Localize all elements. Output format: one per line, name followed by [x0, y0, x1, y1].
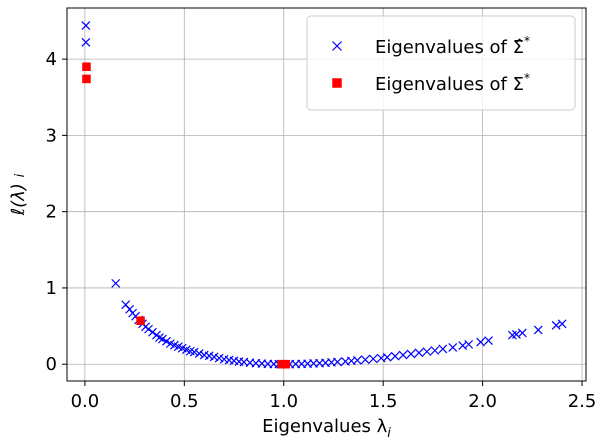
data-point-x-marker	[360, 355, 370, 365]
x-tick-label: 2.5	[568, 391, 597, 412]
y-tick-label: 2	[46, 202, 57, 223]
legend-entry-true-eigenvalues: Eigenvalues of Σ*	[375, 71, 530, 95]
data-point-x-marker	[406, 349, 416, 359]
y-tick-label: 0	[46, 354, 57, 375]
data-point-x-marker	[517, 328, 527, 338]
data-point-x-marker	[144, 324, 153, 334]
legend-entry-1-prefix: Eigenvalues of	[375, 74, 513, 95]
legend-box	[306, 15, 576, 111]
y-axis-label: ℓ(λ) i	[8, 173, 29, 216]
legend-marker-red-square	[332, 78, 342, 88]
y-tick-label: 1	[46, 278, 57, 299]
data-point-x-marker	[189, 347, 199, 357]
data-point-x-marker	[148, 327, 157, 337]
data-point-x-marker	[476, 337, 486, 347]
x-axis-label: Eigenvalues λi	[262, 416, 391, 441]
x-tick-label: 1.0	[269, 391, 298, 412]
legend-entry-1-symbol: Σ	[513, 74, 524, 95]
plot-area-frame	[66, 7, 587, 382]
x-tick-label: 0.5	[170, 391, 199, 412]
data-point-x-marker	[398, 350, 408, 360]
data-point-x-marker	[551, 320, 561, 330]
legend-x-marker-glyph	[332, 41, 342, 51]
data-point-square-marker	[82, 62, 91, 71]
legend: Eigenvalues of Σ̂* Eigenvalues of Σ*	[306, 15, 576, 111]
legend-entry-estimated-eigenvalues: Eigenvalues of Σ̂*	[375, 34, 530, 58]
data-point-x-marker	[382, 352, 392, 362]
data-point-x-marker	[464, 339, 474, 349]
x-tick-label: 2.0	[468, 391, 497, 412]
data-point-x-marker	[81, 21, 91, 30]
legend-marker-blue-x	[332, 41, 342, 51]
data-point-x-marker	[111, 278, 121, 288]
y-tick-label: 3	[46, 125, 57, 146]
legend-entry-0-symbol: Σ̂	[513, 37, 524, 58]
x-axis-label-subscript: i	[387, 426, 391, 441]
legend-square-marker-glyph	[332, 78, 342, 88]
data-point-x-marker	[390, 351, 400, 361]
data-point-x-marker	[484, 336, 493, 345]
data-point-square-marker	[136, 316, 145, 325]
data-point-x-marker	[533, 325, 543, 335]
data-point-x-marker	[511, 330, 521, 339]
data-point-x-marker	[368, 354, 378, 364]
grid-lines	[67, 8, 586, 381]
y-tick-label: 4	[46, 49, 57, 70]
data-point-x-marker	[81, 37, 91, 47]
data-point-x-marker	[448, 343, 458, 352]
data-point-square-marker	[281, 359, 290, 369]
data-point-x-marker	[430, 346, 440, 355]
legend-entry-1-superscript: *	[524, 71, 530, 85]
data-point-x-marker	[414, 348, 424, 358]
data-point-x-marker	[422, 347, 432, 357]
x-axis-label-text: Eigenvalues λ	[262, 416, 388, 437]
data-point-x-marker	[162, 336, 171, 346]
data-point-square-marker	[82, 74, 91, 84]
data-point-x-marker	[557, 319, 567, 329]
legend-entry-0-superscript: *	[524, 34, 530, 48]
data-point-x-marker	[194, 349, 204, 358]
legend-entry-0-prefix: Eigenvalues of	[375, 37, 513, 58]
data-point-x-marker	[352, 355, 362, 365]
chart-marks	[81, 21, 567, 369]
y-axis-label-text: ℓ(λ)	[8, 183, 29, 216]
data-point-x-marker	[158, 334, 167, 344]
axis-ticks: 0.0 0.5 1.0 1.5 2.0 2.5 0 1 2 3 4	[46, 49, 597, 412]
x-tick-label: 0.0	[71, 391, 100, 412]
data-point-x-marker	[333, 357, 342, 367]
x-tick-label: 1.5	[369, 391, 398, 412]
y-axis-label-subscript: i	[13, 173, 28, 177]
data-point-x-marker	[438, 344, 448, 354]
